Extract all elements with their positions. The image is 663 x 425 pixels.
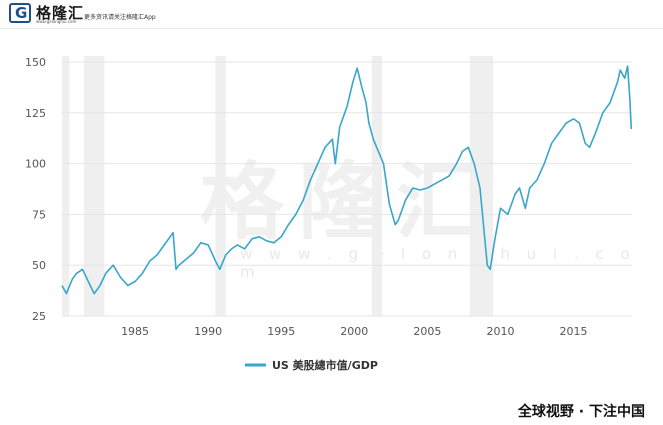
header: G 格隆汇 www.gelonghui.com 更多资讯请关注格隆汇App	[0, 0, 663, 28]
y-tick-label: 125	[25, 107, 46, 120]
recession-band	[215, 56, 226, 316]
series-line	[61, 65, 633, 295]
legend-label: US 美股總市值/GDP	[272, 358, 378, 372]
y-tick-label: 100	[25, 158, 46, 171]
watermark-url: w w w . g e l o n g h u i . c o m	[240, 245, 636, 281]
y-tick-label: 50	[32, 259, 46, 272]
header-tagline: 更多资讯请关注格隆汇App	[84, 14, 156, 21]
x-tick-label: 2015	[560, 325, 588, 338]
chart-panel	[0, 28, 663, 399]
legend: US 美股總市值/GDP	[245, 358, 378, 372]
footer: 全球视野 · 下注中国	[0, 397, 663, 425]
y-tick-label: 75	[32, 208, 46, 221]
x-tick-label: 1995	[267, 325, 295, 338]
brand-url: www.gelonghui.com	[36, 19, 77, 24]
brand-name: 格隆汇	[36, 4, 85, 22]
y-tick-label: 25	[32, 310, 46, 323]
logo-icon: G	[9, 3, 31, 23]
logo-letter: G	[15, 4, 28, 22]
footer-slogan: 全球视野 · 下注中国	[517, 404, 645, 420]
watermark-text: 格隆汇	[200, 153, 495, 251]
x-tick-label: 2010	[486, 325, 514, 338]
y-tick-label: 150	[25, 56, 46, 69]
x-tick-label: 2005	[413, 325, 441, 338]
x-tick-label: 2000	[340, 325, 368, 338]
recession-band	[469, 56, 494, 316]
recession-band	[62, 56, 70, 316]
x-tick-label: 1990	[194, 325, 222, 338]
recession-band	[371, 56, 383, 316]
x-tick-label: 1985	[121, 325, 149, 338]
recession-band	[83, 56, 105, 316]
